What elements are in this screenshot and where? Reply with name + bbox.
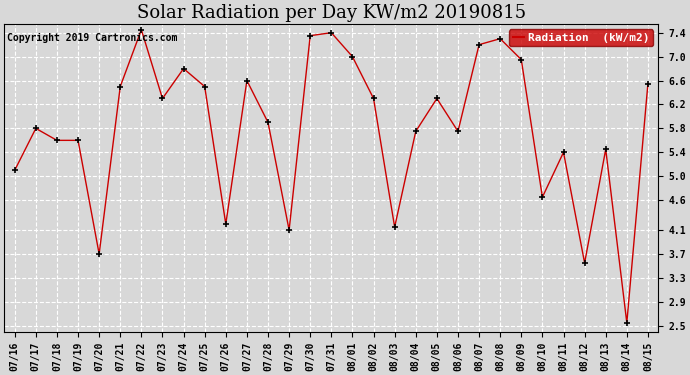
Radiation  (kW/m2) (433, 96, 441, 101)
Radiation  (kW/m2) (306, 33, 315, 38)
Radiation  (kW/m2) (243, 78, 251, 83)
Radiation  (kW/m2) (201, 84, 209, 89)
Radiation  (kW/m2) (412, 129, 420, 134)
Radiation  (kW/m2) (53, 138, 61, 142)
Title: Solar Radiation per Day KW/m2 20190815: Solar Radiation per Day KW/m2 20190815 (137, 4, 526, 22)
Radiation  (kW/m2) (454, 129, 462, 134)
Radiation  (kW/m2) (221, 222, 230, 226)
Text: Copyright 2019 Cartronics.com: Copyright 2019 Cartronics.com (8, 33, 178, 43)
Radiation  (kW/m2) (10, 168, 19, 172)
Radiation  (kW/m2) (580, 261, 589, 265)
Radiation  (kW/m2) (74, 138, 82, 142)
Radiation  (kW/m2) (475, 42, 483, 47)
Radiation  (kW/m2) (179, 66, 188, 71)
Radiation  (kW/m2) (517, 57, 525, 62)
Radiation  (kW/m2) (158, 96, 166, 101)
Radiation  (kW/m2) (644, 81, 652, 86)
Radiation  (kW/m2) (264, 120, 272, 124)
Radiation  (kW/m2) (560, 150, 568, 154)
Radiation  (kW/m2) (538, 195, 546, 200)
Legend: Radiation  (kW/m2): Radiation (kW/m2) (509, 29, 653, 46)
Radiation  (kW/m2) (327, 30, 335, 35)
Radiation  (kW/m2) (137, 27, 146, 32)
Radiation  (kW/m2) (622, 321, 631, 325)
Radiation  (kW/m2) (391, 225, 399, 230)
Line: Radiation  (kW/m2): Radiation (kW/m2) (11, 26, 651, 326)
Radiation  (kW/m2) (285, 228, 293, 232)
Radiation  (kW/m2) (116, 84, 124, 89)
Radiation  (kW/m2) (602, 147, 610, 152)
Radiation  (kW/m2) (32, 126, 40, 130)
Radiation  (kW/m2) (496, 36, 504, 41)
Radiation  (kW/m2) (95, 252, 104, 256)
Radiation  (kW/m2) (369, 96, 377, 101)
Radiation  (kW/m2) (348, 54, 357, 59)
